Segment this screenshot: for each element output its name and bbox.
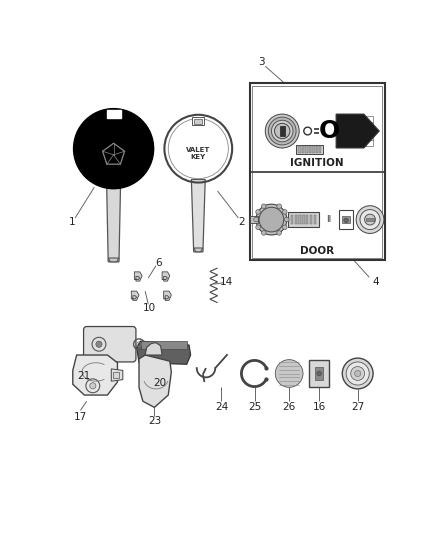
Text: 21: 21 bbox=[78, 371, 91, 381]
Bar bbox=[280, 126, 285, 136]
Text: 27: 27 bbox=[351, 402, 364, 413]
Polygon shape bbox=[108, 258, 119, 262]
Bar bbox=[298, 147, 301, 152]
Text: DOOR: DOOR bbox=[300, 246, 334, 256]
Bar bbox=[319, 147, 321, 152]
Circle shape bbox=[90, 383, 96, 389]
Text: 16: 16 bbox=[313, 402, 326, 413]
Circle shape bbox=[276, 360, 303, 387]
Bar bbox=[309, 147, 311, 152]
Circle shape bbox=[360, 209, 380, 230]
Text: 3: 3 bbox=[258, 56, 265, 67]
Bar bbox=[306, 215, 308, 224]
Polygon shape bbox=[336, 114, 379, 148]
Circle shape bbox=[283, 209, 287, 214]
Bar bbox=[291, 215, 293, 224]
Circle shape bbox=[256, 204, 287, 235]
Polygon shape bbox=[162, 272, 170, 281]
Circle shape bbox=[317, 371, 321, 376]
Polygon shape bbox=[111, 369, 123, 381]
Circle shape bbox=[74, 109, 154, 189]
Circle shape bbox=[285, 217, 289, 222]
Circle shape bbox=[268, 117, 296, 145]
Polygon shape bbox=[131, 291, 139, 301]
Bar bbox=[315, 367, 323, 379]
Circle shape bbox=[283, 225, 287, 230]
Polygon shape bbox=[113, 372, 119, 378]
Circle shape bbox=[261, 231, 266, 235]
Circle shape bbox=[282, 366, 297, 381]
Bar bbox=[314, 215, 316, 224]
Bar bbox=[366, 218, 374, 221]
Circle shape bbox=[256, 225, 261, 230]
Text: 25: 25 bbox=[248, 402, 261, 413]
Circle shape bbox=[96, 341, 102, 348]
Text: O: O bbox=[318, 119, 340, 143]
Circle shape bbox=[285, 369, 294, 378]
Polygon shape bbox=[191, 180, 205, 252]
Text: 26: 26 bbox=[283, 402, 296, 413]
Polygon shape bbox=[73, 355, 117, 395]
Bar bbox=[192, 117, 205, 125]
Text: 14: 14 bbox=[220, 277, 233, 287]
Bar bbox=[312, 147, 314, 152]
Bar bbox=[302, 147, 304, 152]
Text: 2: 2 bbox=[238, 217, 245, 227]
Bar bbox=[296, 145, 323, 154]
Circle shape bbox=[259, 207, 284, 232]
Text: IGNITION: IGNITION bbox=[290, 158, 344, 167]
Text: 4: 4 bbox=[372, 277, 379, 287]
Circle shape bbox=[342, 358, 373, 389]
Circle shape bbox=[344, 218, 349, 223]
Bar bbox=[288, 212, 319, 227]
Circle shape bbox=[256, 209, 261, 214]
Bar bbox=[294, 215, 297, 224]
Text: 6: 6 bbox=[156, 257, 162, 268]
Circle shape bbox=[277, 204, 282, 208]
Circle shape bbox=[169, 119, 228, 178]
Bar bbox=[194, 119, 202, 124]
Bar bbox=[309, 360, 329, 386]
Bar bbox=[316, 147, 318, 152]
Text: II: II bbox=[327, 215, 332, 224]
Text: 10: 10 bbox=[143, 303, 156, 313]
Bar bbox=[252, 85, 382, 258]
Bar bbox=[141, 341, 187, 349]
Circle shape bbox=[275, 123, 290, 139]
Polygon shape bbox=[194, 248, 203, 252]
Polygon shape bbox=[145, 343, 162, 355]
Text: 20: 20 bbox=[153, 378, 166, 387]
Text: 24: 24 bbox=[215, 402, 228, 413]
Circle shape bbox=[261, 204, 266, 208]
Circle shape bbox=[272, 120, 293, 142]
Bar bbox=[250, 216, 258, 223]
FancyBboxPatch shape bbox=[84, 327, 136, 362]
Circle shape bbox=[356, 206, 384, 233]
Circle shape bbox=[364, 214, 375, 225]
Circle shape bbox=[254, 217, 258, 222]
Bar bbox=[342, 216, 350, 223]
Bar bbox=[305, 147, 307, 152]
Text: 23: 23 bbox=[148, 416, 161, 426]
Polygon shape bbox=[139, 355, 171, 407]
Bar bbox=[339, 211, 353, 229]
Text: 17: 17 bbox=[74, 411, 87, 422]
Circle shape bbox=[279, 363, 300, 384]
Circle shape bbox=[265, 114, 299, 148]
Text: 1: 1 bbox=[69, 217, 75, 227]
Bar bbox=[250, 83, 385, 260]
Bar bbox=[302, 215, 304, 224]
Bar bbox=[310, 215, 312, 224]
Bar bbox=[107, 110, 120, 118]
Circle shape bbox=[355, 370, 361, 377]
Bar bbox=[298, 215, 301, 224]
Polygon shape bbox=[137, 341, 191, 364]
Circle shape bbox=[277, 231, 282, 235]
Polygon shape bbox=[134, 272, 142, 281]
Circle shape bbox=[351, 367, 364, 381]
Polygon shape bbox=[107, 185, 120, 262]
Polygon shape bbox=[164, 291, 171, 301]
Circle shape bbox=[346, 362, 369, 385]
Text: VALET
KEY: VALET KEY bbox=[186, 147, 211, 160]
